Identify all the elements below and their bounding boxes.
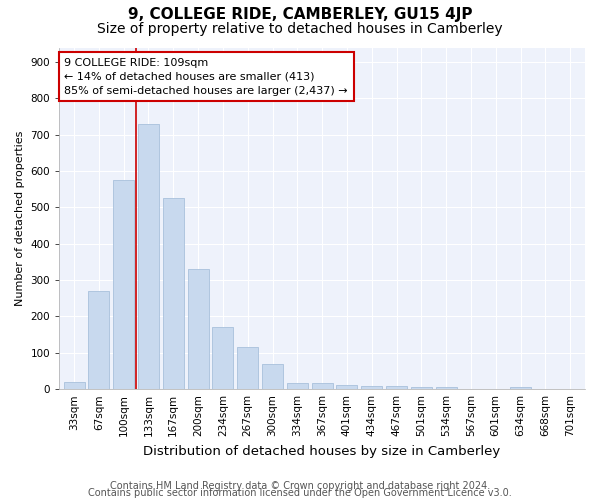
Text: Contains public sector information licensed under the Open Government Licence v3: Contains public sector information licen… [88,488,512,498]
Bar [436,387,457,389]
Bar [262,364,283,389]
Bar [361,386,382,389]
Y-axis label: Number of detached properties: Number of detached properties [15,130,25,306]
Bar [311,382,332,389]
Text: Contains HM Land Registry data © Crown copyright and database right 2024.: Contains HM Land Registry data © Crown c… [110,481,490,491]
Bar [138,124,159,389]
Bar [287,382,308,389]
Text: Size of property relative to detached houses in Camberley: Size of property relative to detached ho… [97,22,503,36]
Bar [337,385,358,389]
Bar [64,382,85,389]
Bar [88,291,109,389]
Text: 9, COLLEGE RIDE, CAMBERLEY, GU15 4JP: 9, COLLEGE RIDE, CAMBERLEY, GU15 4JP [128,8,472,22]
Bar [163,198,184,389]
Bar [212,328,233,389]
X-axis label: Distribution of detached houses by size in Camberley: Distribution of detached houses by size … [143,444,501,458]
Text: 9 COLLEGE RIDE: 109sqm
← 14% of detached houses are smaller (413)
85% of semi-de: 9 COLLEGE RIDE: 109sqm ← 14% of detached… [64,58,348,96]
Bar [237,348,258,389]
Bar [510,386,531,389]
Bar [411,386,432,389]
Bar [386,386,407,389]
Bar [113,180,134,389]
Bar [188,269,209,389]
